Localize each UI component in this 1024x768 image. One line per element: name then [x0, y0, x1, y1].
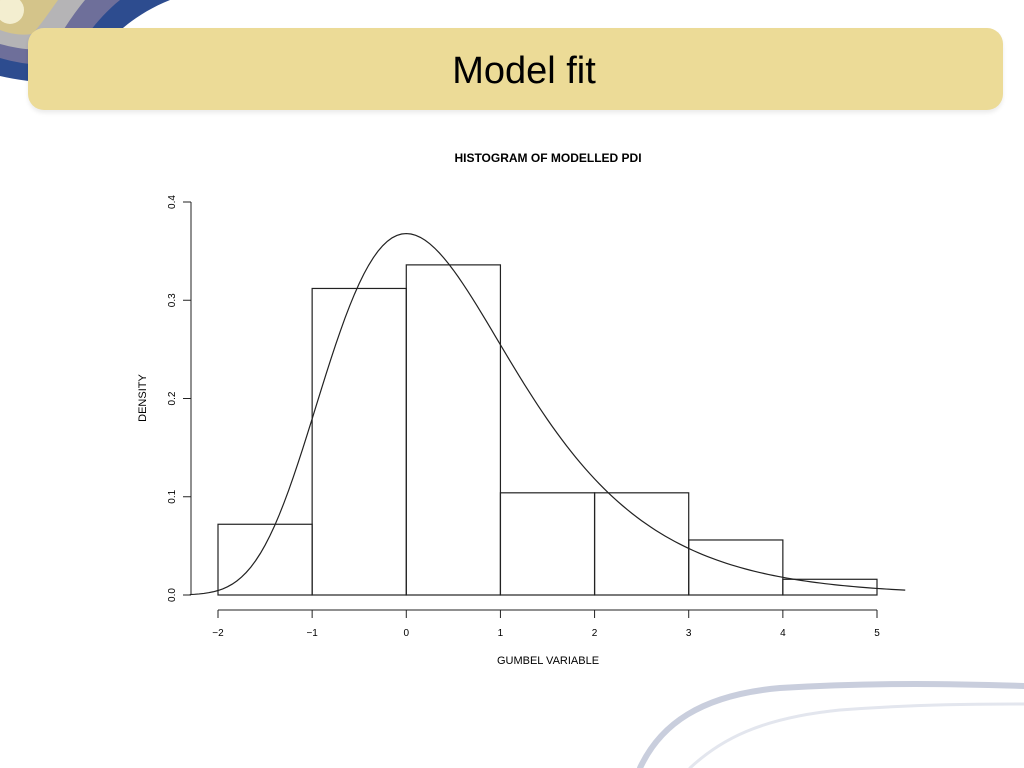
- x-axis-label: GUMBEL VARIABLE: [497, 655, 599, 667]
- x-tick-label: 5: [874, 628, 880, 639]
- x-tick-label: 2: [592, 628, 598, 639]
- x-tick-label: 3: [686, 628, 692, 639]
- histogram-bar-5: [688, 539, 784, 596]
- y-tick-label: 0.3: [167, 293, 178, 307]
- y-tick-label: 0.4: [167, 195, 178, 209]
- histogram-bar-6: [782, 578, 878, 596]
- axes: −2 −1 0 1 2 3 4 5 0.0 0.1 0.2 0.3 0.4: [167, 195, 880, 639]
- chart-title: HISTOGRAM OF MODELLED PDI: [454, 151, 641, 165]
- y-tick-label: 0.2: [167, 391, 178, 405]
- gumbel-density-curve: [189, 232, 906, 596]
- y-tick-label: 0.1: [167, 489, 178, 503]
- y-tick-label: 0.0: [167, 588, 178, 602]
- histogram-bar-2: [405, 264, 502, 596]
- histogram-bar-3: [499, 492, 596, 596]
- slide-title: Model fit: [452, 50, 596, 92]
- density-curve-layer: [189, 232, 906, 596]
- x-tick-label: 0: [404, 628, 410, 639]
- histogram-bar-4: [593, 492, 690, 596]
- x-tick-label: −1: [306, 628, 318, 639]
- title-bar: [28, 28, 1003, 110]
- decorative-swoosh-bottom: [637, 681, 1024, 768]
- histogram-bar-1: [311, 287, 407, 596]
- y-axis-label: DENSITY: [137, 374, 149, 422]
- x-tick-label: 1: [498, 628, 504, 639]
- histogram-bars: [217, 264, 878, 596]
- x-tick-label: 4: [780, 628, 786, 639]
- x-tick-label: −2: [212, 628, 224, 639]
